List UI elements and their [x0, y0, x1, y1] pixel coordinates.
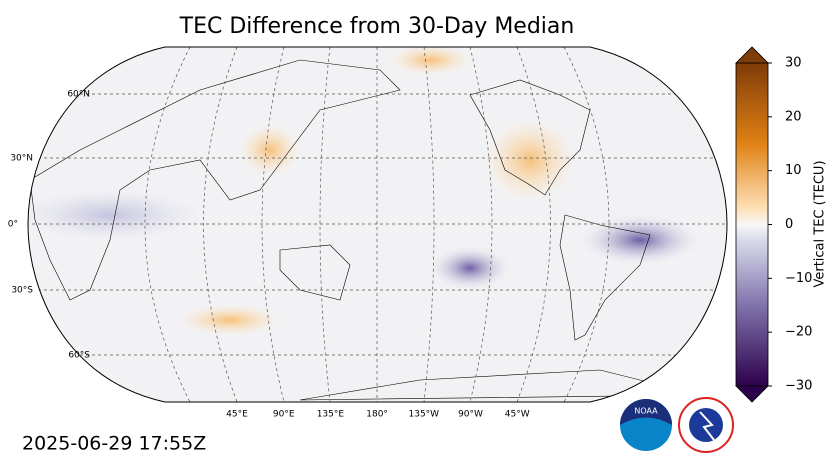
noaa-logo: NOAA: [620, 399, 672, 451]
colorbar-tick-label: −20: [785, 325, 812, 340]
colorbar-extend-bottom: [735, 385, 769, 403]
lon-label: 135°W: [409, 410, 440, 420]
colorbar: [735, 62, 769, 387]
colorbar-tick-label: −10: [785, 271, 812, 286]
lon-label: 180°: [366, 410, 388, 420]
timestamp: 2025-06-29 17:55Z: [22, 433, 206, 455]
colorbar-tick-label: −30: [785, 379, 812, 394]
colorbar-tick-label: 30: [785, 56, 802, 71]
map-outline: [27, 46, 728, 403]
colorbar-tick-label: 20: [785, 109, 802, 124]
lon-label: 90°W: [458, 410, 483, 420]
lat-label: 60°S: [68, 351, 90, 361]
lon-label: 135°E: [317, 410, 345, 420]
lon-label: 45°E: [226, 410, 248, 420]
lon-label: 90°E: [273, 410, 295, 420]
colorbar-extend-top: [735, 46, 769, 64]
colorbar-tick-label: 0: [785, 217, 793, 232]
lat-label: 60°N: [67, 90, 90, 100]
map: [28, 47, 727, 402]
lat-label: 0°: [8, 220, 18, 230]
noaa-logo-text: NOAA: [634, 407, 658, 416]
lat-label: 30°N: [10, 154, 33, 164]
colorbar-label: Vertical TEC (TECU): [813, 160, 828, 287]
lat-label: 30°S: [11, 286, 33, 296]
colorbar-tick-label: 10: [785, 163, 802, 178]
nws-logo: [678, 397, 734, 453]
lon-label: 45°W: [505, 410, 530, 420]
title: TEC Difference from 30-Day Median: [179, 14, 575, 39]
